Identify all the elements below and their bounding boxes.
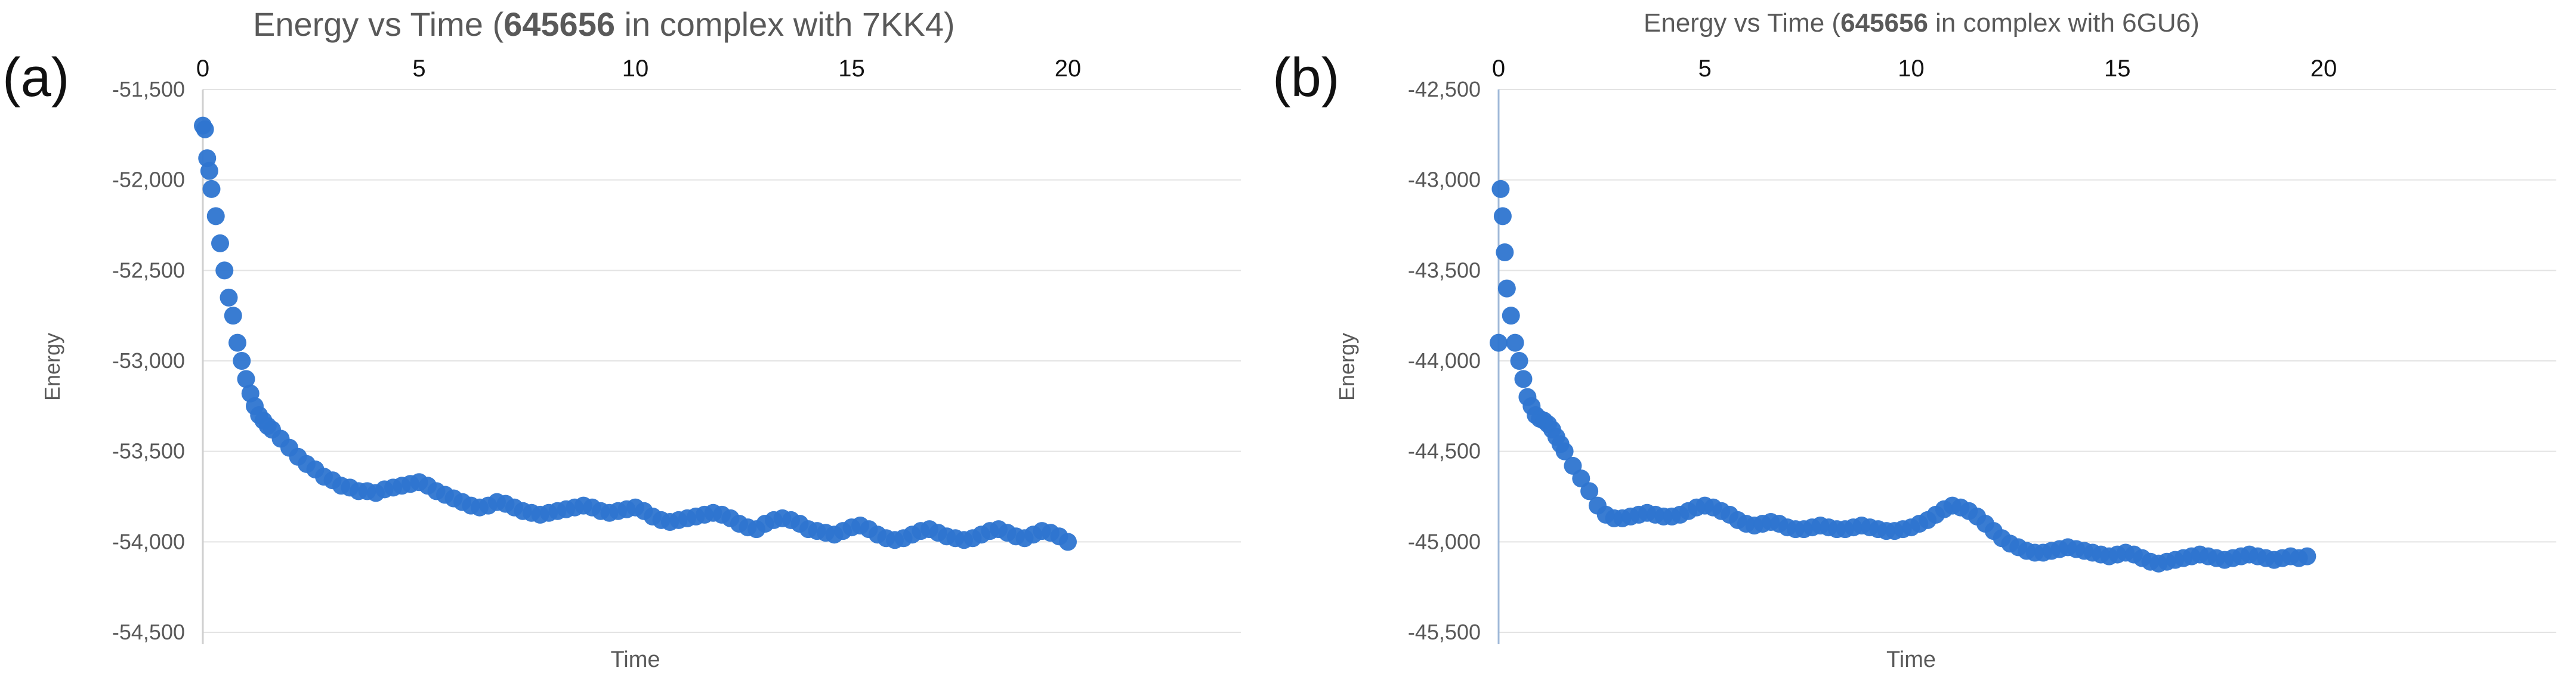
y-tick-label: -53,000 (112, 348, 185, 373)
chart-title-a-prefix: Energy vs Time ( (253, 5, 504, 43)
y-tick-label: -52,000 (112, 168, 185, 192)
x-tick-label: 20 (1055, 55, 1082, 82)
data-point (1580, 482, 1599, 500)
data-point (196, 120, 214, 138)
data-point (224, 307, 242, 325)
data-point (202, 180, 221, 198)
x-tick-label: 10 (1898, 55, 1925, 82)
x-axis-title: Time (1886, 647, 1936, 672)
y-tick-label: -42,500 (1408, 77, 1481, 101)
panel-label-a: (a) (2, 47, 70, 108)
x-axis-title: Time (610, 647, 660, 672)
data-point (1496, 243, 1514, 261)
data-point (233, 352, 251, 370)
chart-title-a: Energy vs Time (645656 in complex with 7… (253, 5, 955, 44)
data-point (1493, 207, 1512, 225)
data-point (1059, 533, 1077, 551)
data-point (1564, 456, 1582, 475)
y-tick-label: -54,500 (112, 620, 185, 644)
x-tick-label: 5 (412, 55, 425, 82)
chart-title-a-bold: 645656 (504, 5, 615, 43)
x-tick-label: 15 (2104, 55, 2131, 82)
x-tick-label: 0 (1492, 55, 1505, 82)
data-point (237, 370, 255, 388)
data-point (1514, 370, 1533, 388)
y-tick-label: -44,500 (1408, 439, 1481, 463)
chart-title-b-bold: 645656 (1840, 8, 1928, 38)
data-point (215, 261, 234, 280)
chart-title-b-prefix: Energy vs Time ( (1644, 8, 1841, 38)
y-tick-label: -52,500 (112, 258, 185, 282)
data-point (1555, 442, 1574, 461)
data-point (200, 162, 218, 180)
data-point (1510, 352, 1528, 370)
data-point (206, 207, 225, 225)
data-point (220, 288, 238, 307)
data-point (1502, 307, 1520, 325)
chart-b-plot: -42,500 -43,000 -43,500 -44,000 -44,500 -45,0… (1335, 55, 2556, 672)
y-tick-label: -54,000 (112, 529, 185, 554)
x-tick-label: 10 (622, 55, 649, 82)
chart-title-b: Energy vs Time (645656 in complex with 6… (1644, 8, 2200, 38)
panel-label-b: (b) (1272, 47, 1340, 108)
chart-title-b-suffix: in complex with 6GU6) (1928, 8, 2200, 38)
x-tick-label: 0 (196, 55, 209, 82)
x-tick-label: 20 (2311, 55, 2337, 82)
y-tick-label: -45,500 (1408, 620, 1481, 644)
y-tick-label: -51,500 (112, 77, 185, 101)
chart-title-a-suffix: in complex with 7KK4) (614, 5, 955, 43)
data-point (1490, 333, 1508, 352)
data-point (228, 333, 246, 352)
data-point (211, 234, 229, 252)
x-tick-label: 5 (1698, 55, 1712, 82)
y-tick-label: -43,500 (1408, 258, 1481, 282)
data-point (1497, 279, 1516, 298)
y-tick-label: -53,500 (112, 439, 185, 463)
y-tick-label: -43,000 (1408, 168, 1481, 192)
y-axis-title: Energy (1335, 333, 1359, 401)
y-tick-label: -45,000 (1408, 529, 1481, 554)
chart-a-plot: -51,500 -52,000 -52,500 -53,000 -53,500 -54,0… (40, 55, 1241, 672)
y-tick-label: -44,000 (1408, 348, 1481, 373)
data-point (2298, 547, 2316, 565)
data-point (1491, 180, 1510, 198)
data-point (1506, 333, 1524, 352)
y-axis-title: Energy (40, 333, 64, 401)
x-tick-label: 15 (838, 55, 865, 82)
data-point (1572, 469, 1590, 488)
